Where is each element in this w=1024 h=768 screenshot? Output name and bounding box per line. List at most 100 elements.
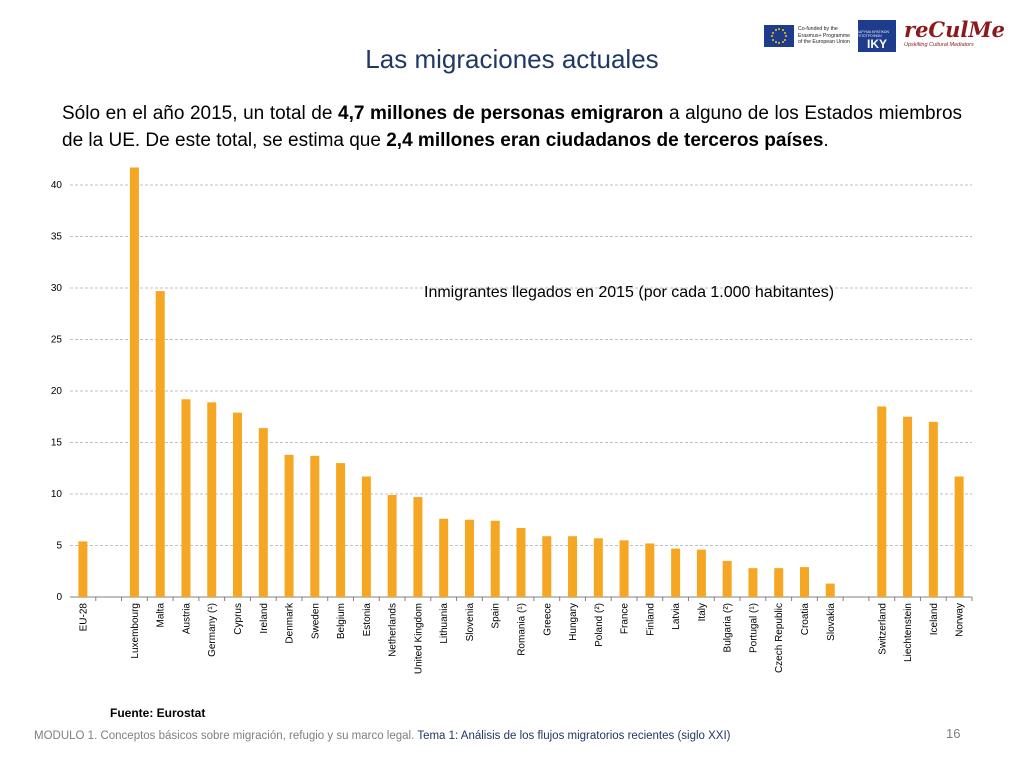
recult-logo: reCulMe Upskilling Cultural Mediators xyxy=(904,17,1005,52)
bar xyxy=(722,560,732,597)
x-tick-label: Lithuania xyxy=(439,603,450,644)
x-tick-label: Bulgaria (²) xyxy=(723,603,734,652)
x-tick-label: Belgium xyxy=(336,603,347,639)
bar xyxy=(233,412,243,597)
bar xyxy=(439,518,449,597)
iky-text: IKY xyxy=(866,37,887,51)
bar xyxy=(825,583,835,597)
y-tick-label: 15 xyxy=(51,438,63,449)
x-tick-label: Italy xyxy=(697,603,708,621)
bar xyxy=(413,497,423,597)
bar xyxy=(568,536,578,597)
bar xyxy=(645,543,655,597)
bar xyxy=(336,463,346,597)
x-tick-label: Hungary xyxy=(568,603,579,641)
y-tick-label: 35 xyxy=(51,232,63,243)
x-tick-label: Liechtenstein xyxy=(903,603,914,662)
bar xyxy=(671,548,681,597)
eu-erasmus-logo: Co-funded by the Erasmus+ Programme of t… xyxy=(764,22,854,50)
y-tick-label: 10 xyxy=(51,489,63,500)
y-tick-label: 0 xyxy=(56,592,62,603)
x-tick-label: Slovakia xyxy=(826,603,837,641)
y-tick-label: 20 xyxy=(51,386,63,397)
x-tick-label: Greece xyxy=(542,603,553,636)
page-number: 16 xyxy=(946,726,961,741)
x-tick-label: Denmark xyxy=(285,602,296,644)
slide-title: Las migraciones actuales xyxy=(365,44,659,74)
bar xyxy=(516,527,526,597)
bar xyxy=(903,416,913,597)
iky-small-text: ΙΔΡΥΜΑ ΚΡΑΤΙΚΩΝ ΥΠΟΤΡΟΦΙΩΝ xyxy=(858,30,890,38)
x-tick-label: Austria xyxy=(181,603,192,635)
x-tick-label: EU-28 xyxy=(78,603,89,632)
x-tick-label: Germany (¹) xyxy=(207,603,218,657)
bar xyxy=(774,568,784,597)
footer: MODULO 1. Conceptos básicos sobre migrac… xyxy=(34,730,731,742)
bar xyxy=(181,399,191,597)
bar xyxy=(748,568,758,597)
x-tick-label: Estonia xyxy=(362,603,373,637)
bar xyxy=(490,520,500,597)
bar xyxy=(928,421,938,597)
bar xyxy=(361,476,371,597)
x-tick-label: France xyxy=(620,603,631,635)
bar xyxy=(310,455,320,597)
bar xyxy=(284,454,294,597)
bar xyxy=(258,428,268,597)
intro-text-2: a alguno de los Estados miembros de la U… xyxy=(62,103,963,151)
x-tick-label: United Kingdom xyxy=(413,603,424,674)
bar xyxy=(542,536,552,597)
bar xyxy=(954,476,964,597)
eu-flag-icon xyxy=(764,25,794,47)
x-tick-label: Poland (²) xyxy=(594,603,605,647)
x-tick-label: Latvia xyxy=(671,603,682,630)
x-tick-label: Croatia xyxy=(800,603,811,636)
x-tick-label: Luxembourg xyxy=(130,603,141,659)
bar xyxy=(78,541,88,597)
eu-text-line-3: of the European Union xyxy=(798,39,850,46)
x-tick-label: Ireland xyxy=(259,603,270,634)
x-tick-label: Czech Republic xyxy=(774,603,785,673)
intro-bold-2: 2,4 millones eran ciudadanos de terceros… xyxy=(386,130,824,151)
bar xyxy=(155,291,165,597)
bar xyxy=(877,406,887,597)
bar xyxy=(129,167,139,598)
bar xyxy=(799,567,809,597)
x-tick-label: Cyprus xyxy=(233,603,244,635)
chart-annotation: Inmigrantes llegados en 2015 (por cada 1… xyxy=(424,284,835,301)
source-label: Fuente: Eurostat xyxy=(110,706,206,720)
x-tick-label: Portugal (¹) xyxy=(748,603,759,653)
x-tick-label: Spain xyxy=(491,603,502,629)
bar xyxy=(619,540,629,597)
recult-name: reCulMe xyxy=(904,17,1005,42)
intro-bold-1: 4,7 millones de personas emigraron xyxy=(338,103,664,124)
footer-topic: Tema 1: Análisis de los flujos migratori… xyxy=(417,730,731,742)
intro-text-3: . xyxy=(823,130,829,151)
x-tick-label: Sweden xyxy=(310,603,321,639)
x-tick-label: Norway xyxy=(955,603,966,637)
x-tick-label: Netherlands xyxy=(388,603,399,657)
eu-text-line-1: Co-funded by the xyxy=(798,26,838,33)
x-tick-label: Iceland xyxy=(929,603,940,635)
bar xyxy=(387,495,397,597)
y-tick-label: 25 xyxy=(51,335,63,346)
x-tick-label: Romania (¹) xyxy=(517,603,528,656)
eu-text-line-2: Erasmus+ Programme xyxy=(798,32,851,39)
bar xyxy=(207,402,217,597)
y-tick-label: 5 xyxy=(56,541,62,552)
recult-subtitle: Upskilling Cultural Mediators xyxy=(904,42,974,48)
bar xyxy=(464,519,474,597)
iky-logo: ΙΔΡΥΜΑ ΚΡΑΤΙΚΩΝ ΥΠΟΤΡΟΦΙΩΝ IKY xyxy=(858,20,896,52)
x-tick-label: Slovenia xyxy=(465,603,476,642)
x-tick-label: Finland xyxy=(645,603,656,636)
y-tick-label: 40 xyxy=(51,180,63,191)
x-tick-label: Malta xyxy=(156,603,167,628)
bar xyxy=(593,538,603,597)
bar xyxy=(696,549,706,597)
y-tick-label: 30 xyxy=(51,283,63,294)
footer-module: MODULO 1. Conceptos básicos sobre migrac… xyxy=(34,730,415,742)
intro-text-1: Sólo en el año 2015, un total de xyxy=(62,103,339,124)
intro-paragraph: Sólo en el año 2015, un total de 4,7 mil… xyxy=(62,100,962,154)
x-tick-label: Switzerland xyxy=(877,603,888,655)
